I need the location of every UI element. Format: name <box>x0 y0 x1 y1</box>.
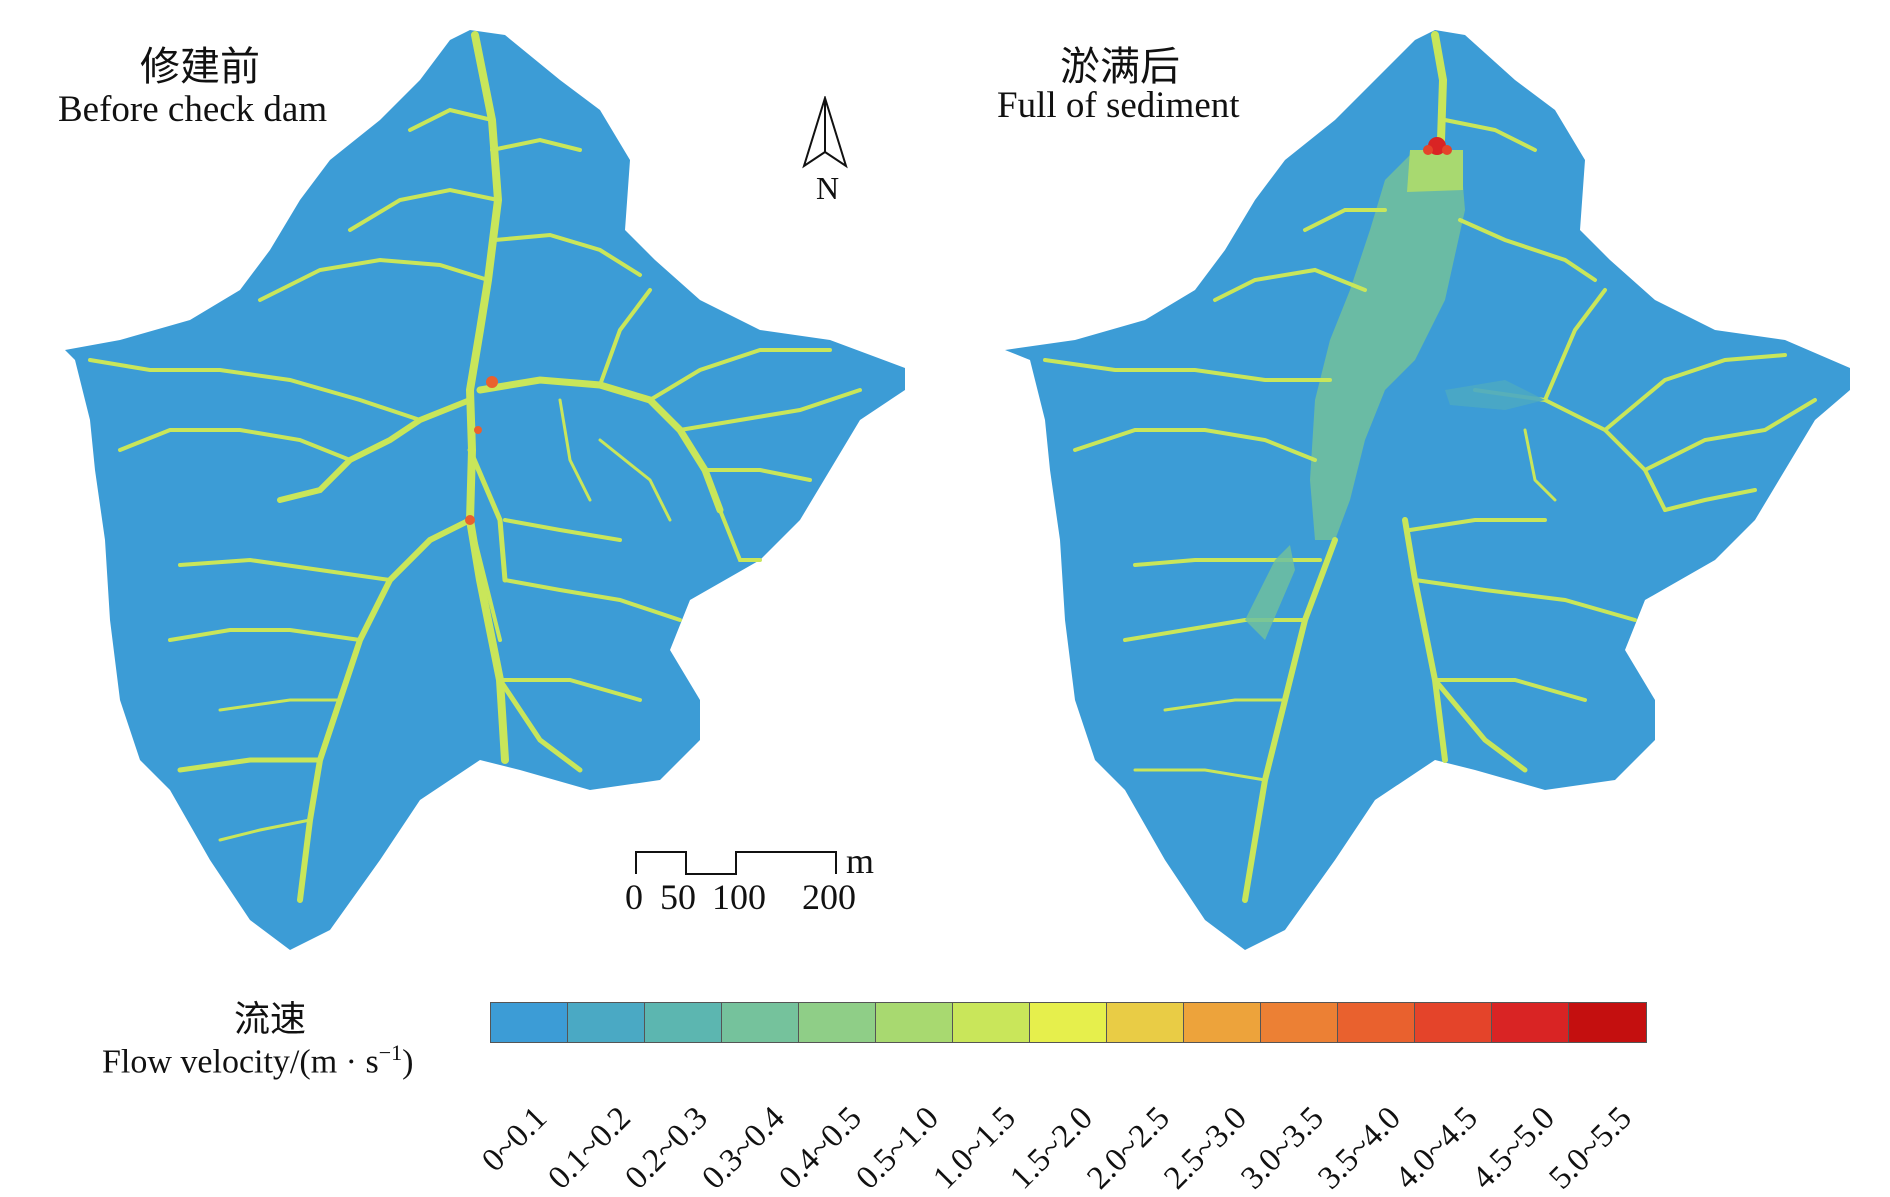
north-label: N <box>816 170 840 206</box>
sediment-deposit <box>1310 150 1465 540</box>
legend-swatch <box>799 1003 876 1042</box>
legend-class-label: 0.2~0.3 <box>618 1100 716 1197</box>
legend-title-cn: 流速 <box>234 999 307 1040</box>
legend-class-label: 5.0~5.5 <box>1542 1100 1640 1197</box>
panel-title-cn: 淤满后 <box>1060 44 1180 90</box>
sediment-channel-arm <box>1245 545 1295 640</box>
legend-class-label: 0.3~0.4 <box>695 1100 793 1197</box>
legend-class-label: 1.5~2.0 <box>1003 1100 1101 1197</box>
legend-swatch <box>1107 1003 1184 1042</box>
legend-color-bar <box>490 1002 1647 1043</box>
panel-title-en: Full of sediment <box>997 85 1240 126</box>
legend-swatch <box>491 1003 568 1042</box>
legend-swatch <box>1184 1003 1261 1042</box>
legend-class-label: 2.0~2.5 <box>1080 1100 1178 1197</box>
legend-class-label: 4.0~4.5 <box>1388 1100 1486 1197</box>
legend-swatch <box>1261 1003 1338 1042</box>
scale-unit: m <box>846 841 875 881</box>
channel-hotspots <box>465 376 498 525</box>
legend-swatch <box>722 1003 799 1042</box>
legend-swatch <box>1030 1003 1107 1042</box>
legend-swatch <box>1415 1003 1492 1042</box>
legend-class-label: 0.5~1.0 <box>849 1100 947 1197</box>
legend-title-en-main: Flow velocity/(m · s <box>102 1043 379 1081</box>
legend-swatch <box>645 1003 722 1042</box>
legend-title-en-sup: −1 <box>378 1040 403 1065</box>
check-dam-marker <box>1423 137 1452 155</box>
legend-title-en: Flow velocity/(m · s−1) <box>102 1040 413 1081</box>
legend-class-label: 0.4~0.5 <box>772 1100 870 1197</box>
legend-class-label: 0~0.1 <box>474 1100 554 1179</box>
basin-map-before <box>65 30 905 950</box>
legend-swatch <box>1492 1003 1569 1042</box>
scale-tick-100: 100 <box>712 877 766 917</box>
scale-bar-graphic <box>635 851 837 875</box>
panel-title-cn: 修建前 <box>140 44 260 90</box>
sediment-channel-arm-east <box>1445 380 1545 410</box>
legend-title-en-end: ) <box>402 1043 414 1081</box>
map-panel-before: 修建前 Before check dam N 0 50 100 200 m <box>0 0 945 980</box>
scale-tick-0: 0 <box>625 877 643 917</box>
scale-tick-200: 200 <box>802 877 856 917</box>
legend-swatch <box>953 1003 1030 1042</box>
north-arrow-icon <box>802 96 848 169</box>
legend-class-label: 0.1~0.2 <box>541 1100 639 1197</box>
map-panel-after: 淤满后 Full of sediment <box>945 0 1890 980</box>
legend-swatch <box>876 1003 953 1042</box>
scale-tick-50: 50 <box>660 877 696 917</box>
legend-class-label: 1.0~1.5 <box>926 1100 1024 1197</box>
legend-swatch <box>1338 1003 1415 1042</box>
watershed-area <box>1005 30 1850 950</box>
panel-title-en: Before check dam <box>58 89 328 130</box>
legend-class-label: 2.5~3.0 <box>1157 1100 1255 1197</box>
legend-class-label: 4.5~5.0 <box>1465 1100 1563 1197</box>
channel-network <box>1043 31 1817 903</box>
channel-network <box>88 31 862 903</box>
legend-swatch <box>568 1003 645 1042</box>
legend-class-label: 3.5~4.0 <box>1311 1100 1409 1197</box>
legend-swatch <box>1569 1003 1646 1042</box>
legend-class-label: 3.0~3.5 <box>1234 1100 1332 1197</box>
basin-map-after <box>1005 30 1850 950</box>
sediment-upper <box>1407 150 1463 192</box>
